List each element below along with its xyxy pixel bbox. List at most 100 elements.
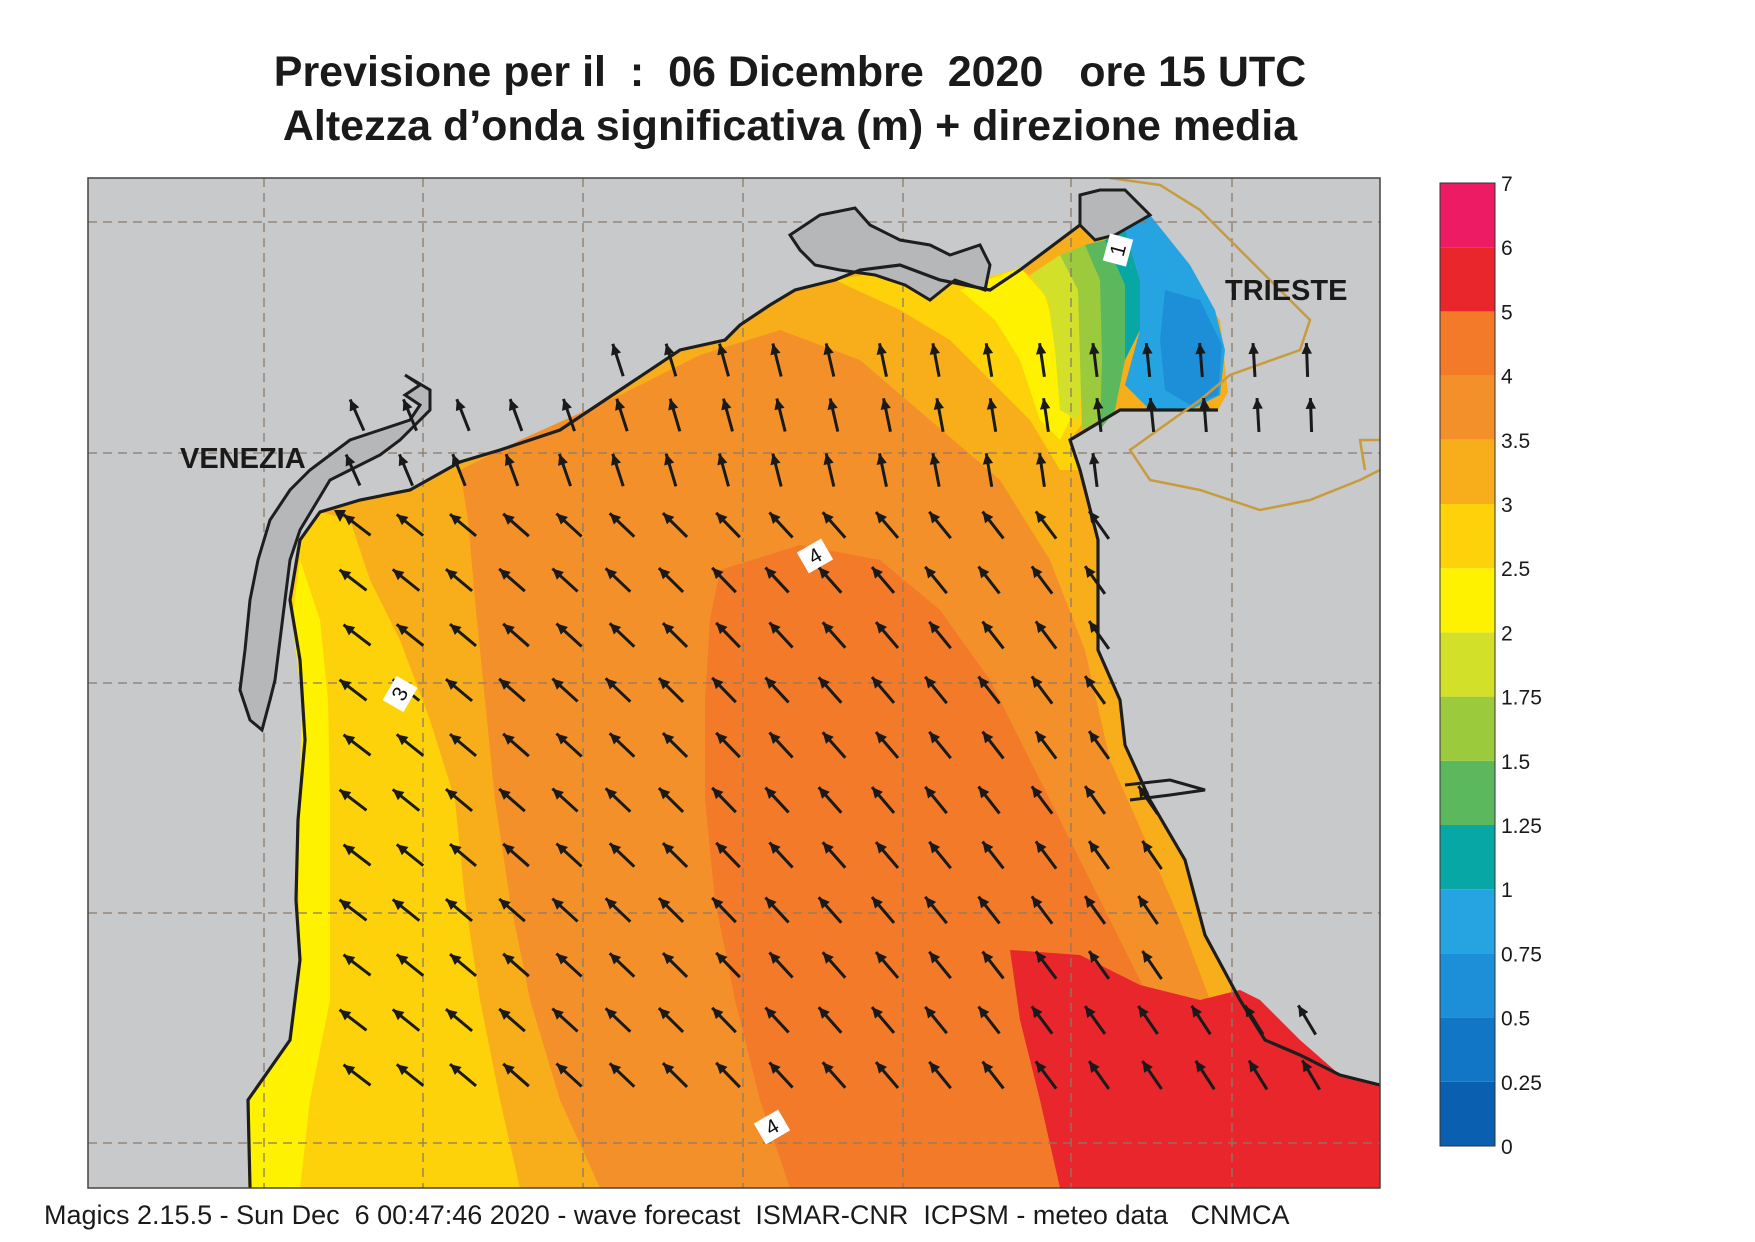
direction-arrow-head (556, 953, 568, 965)
direction-arrow-head (978, 1006, 990, 1019)
direction-arrow-head (871, 787, 883, 799)
colorbar-swatch (1440, 568, 1495, 633)
direction-arrow-head (658, 568, 671, 580)
direction-arrow-head (982, 1061, 994, 1074)
colorbar-swatch (1440, 504, 1495, 569)
direction-arrow-head (611, 453, 622, 466)
direction-arrow-head (769, 842, 781, 854)
direction-arrow-head (396, 1064, 409, 1076)
direction-arrow-head (552, 788, 564, 800)
direction-arrow-head (822, 732, 834, 744)
direction-arrow-head (662, 513, 675, 525)
direction-arrow-head (818, 1007, 830, 1019)
sea-band-mid-green (1085, 240, 1125, 430)
direction-arrow-head (1138, 1005, 1149, 1018)
direction-arrow-head (343, 1064, 356, 1076)
land-features (238, 188, 1153, 733)
direction-arrow-head (662, 1063, 675, 1075)
map-area: 1 3 4 4 VENEZIA TRIESTE (88, 178, 1380, 1188)
direction-arrow-head (822, 1062, 834, 1074)
direction-arrow-head (875, 1062, 887, 1074)
direction-arrow-head (716, 512, 728, 525)
direction-arrow-head (392, 1009, 405, 1021)
direction-arrow-head (818, 787, 830, 799)
colorbar-swatch (1440, 1017, 1495, 1082)
direction-arrow-head (339, 789, 352, 801)
direction-arrow-head (978, 566, 990, 579)
direction-arrow-head (978, 676, 990, 689)
direction-arrow-head (925, 1006, 937, 1019)
direction-arrow-head (503, 513, 515, 525)
direction-arrow-head (929, 621, 941, 634)
city-label-trieste: TRIESTE (1225, 275, 1347, 307)
colorbar-label: 7 (1501, 173, 1513, 196)
direction-arrow-head (605, 788, 618, 800)
sea-band-deep-blue (1160, 290, 1222, 405)
direction-arrow-head (1138, 785, 1149, 798)
direction-arrow-head (609, 733, 622, 745)
direction-arrow-head (1195, 343, 1206, 355)
direction-arrow-head (982, 951, 994, 964)
direction-arrow-head (982, 343, 994, 355)
border-line-2 (1358, 438, 1380, 471)
direction-arrow-head (1085, 786, 1096, 799)
direction-arrow-head (1085, 1006, 1096, 1019)
direction-arrow-head (396, 624, 409, 636)
direction-arrow-head (1142, 343, 1153, 355)
colorbar-swatch (1440, 825, 1495, 890)
direction-arrow-head (712, 677, 724, 690)
direction-arrow-head (658, 788, 671, 800)
direction-arrow-head (1035, 1061, 1047, 1074)
direction-arrow-head (1298, 1005, 1309, 1018)
colorbar-swatch (1440, 1081, 1495, 1146)
direction-arrow-head (1195, 1060, 1206, 1073)
direction-arrow-head (508, 399, 519, 411)
colorbar-swatch (1440, 632, 1495, 697)
direction-arrow-head (556, 1063, 568, 1075)
direction-arrow-head (1035, 343, 1047, 355)
graticule (88, 178, 1380, 1188)
direction-arrow-head (552, 898, 564, 910)
direction-arrow-head (774, 398, 785, 411)
direction-arrow-head (929, 841, 941, 854)
direction-arrow-head (556, 843, 568, 855)
istria-peninsula (1124, 778, 1206, 802)
direction-arrow-head (765, 677, 777, 690)
direction-arrow-head (925, 566, 937, 579)
direction-arrow-head (503, 843, 515, 855)
direction-arrow-head (823, 453, 834, 466)
border-line (1109, 178, 1380, 512)
coastline-east (1068, 408, 1380, 1087)
direction-arrow-head (982, 511, 994, 524)
colorbar-swatch (1440, 953, 1495, 1018)
direction-arrow-head (933, 398, 945, 410)
direction-arrow-head (658, 678, 671, 690)
direction-arrow-head (552, 1008, 564, 1020)
direction-arrow-head (664, 343, 675, 356)
direction-arrow-head (449, 954, 462, 966)
direction-arrow-head (552, 568, 564, 580)
direction-arrow-head (343, 514, 356, 526)
direction-arrow-head (1039, 398, 1051, 410)
colorbar-label: 0.5 (1501, 1008, 1530, 1031)
direction-arrow-head (929, 1061, 941, 1074)
direction-arrow-head (871, 1007, 883, 1019)
direction-arrow-head (765, 897, 777, 910)
direction-arrow-head (449, 514, 462, 526)
direction-arrow-head (609, 513, 622, 525)
direction-arrow-head (769, 732, 781, 744)
direction-arrow-head (1031, 786, 1043, 799)
direction-arrow-head (605, 898, 618, 910)
sea-band-bright-yellow (248, 560, 330, 1188)
direction-arrow-head (396, 954, 409, 966)
direction-arrow-head (876, 453, 887, 466)
direction-arrow-head (664, 453, 675, 466)
direction-arrow-head (1248, 343, 1259, 355)
direction-arrow-head (1142, 1060, 1153, 1073)
direction-arrow-head (929, 731, 941, 744)
direction-arrow-head (449, 1064, 462, 1076)
colorbar-label: 0 (1501, 1136, 1513, 1159)
colorbar-label: 0.25 (1501, 1072, 1542, 1095)
direction-arrow-head (871, 677, 883, 689)
direction-arrow-head (398, 454, 409, 467)
